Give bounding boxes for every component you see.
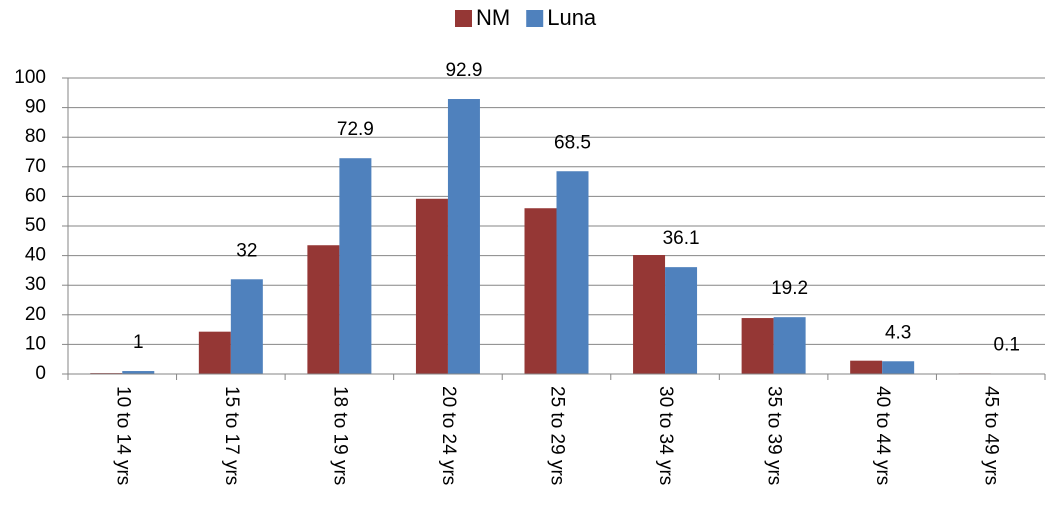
data-label: 1 xyxy=(133,332,144,353)
bar xyxy=(339,158,372,374)
x-tick-label: 20 to 24 yrs xyxy=(438,386,459,485)
y-tick-label: 100 xyxy=(14,67,46,88)
data-label: 32 xyxy=(236,240,257,261)
data-label: 4.3 xyxy=(885,322,911,343)
y-tick-label: 90 xyxy=(25,97,46,118)
x-tick-label: 25 to 29 yrs xyxy=(546,386,567,485)
bar xyxy=(524,208,557,374)
bar xyxy=(741,318,774,374)
y-tick-label: 40 xyxy=(25,245,46,266)
y-tick-label: 10 xyxy=(25,333,46,354)
legend-swatch xyxy=(526,10,544,27)
x-tick-label: 35 to 39 yrs xyxy=(764,386,785,485)
y-tick-label: 30 xyxy=(25,274,46,295)
x-tick-label: 10 to 14 yrs xyxy=(112,386,133,485)
bar xyxy=(556,171,589,374)
y-tick-label: 70 xyxy=(25,156,46,177)
bar xyxy=(850,360,883,374)
data-label: 0.1 xyxy=(994,335,1020,356)
bar xyxy=(773,317,806,374)
data-label: 68.5 xyxy=(554,132,591,153)
x-tick-label: 45 to 49 yrs xyxy=(981,386,1002,485)
x-tick-label: 40 to 44 yrs xyxy=(872,386,893,485)
bar xyxy=(665,267,698,374)
y-tick-label: 80 xyxy=(25,126,46,147)
bar xyxy=(415,198,448,374)
y-tick-label: 20 xyxy=(25,304,46,325)
legend-label: NM xyxy=(476,5,510,30)
x-tick-label: 30 to 34 yrs xyxy=(655,386,676,485)
data-label: 72.9 xyxy=(337,119,374,140)
data-label: 19.2 xyxy=(771,278,808,299)
y-tick-label: 0 xyxy=(35,363,46,384)
bar xyxy=(307,245,340,374)
bar xyxy=(198,331,231,374)
legend-swatch xyxy=(455,10,472,27)
legend-label: Luna xyxy=(547,5,597,30)
y-tick-label: 60 xyxy=(25,185,46,206)
bar xyxy=(122,371,155,374)
data-label: 36.1 xyxy=(663,228,700,249)
data-label: 92.9 xyxy=(445,60,482,81)
bar xyxy=(230,279,263,374)
y-tick-label: 50 xyxy=(25,215,46,236)
bar xyxy=(447,99,480,375)
bar xyxy=(882,361,915,374)
bar xyxy=(633,255,666,374)
x-tick-label: 15 to 17 yrs xyxy=(221,386,242,485)
x-tick-label: 18 to 19 yrs xyxy=(329,386,350,485)
